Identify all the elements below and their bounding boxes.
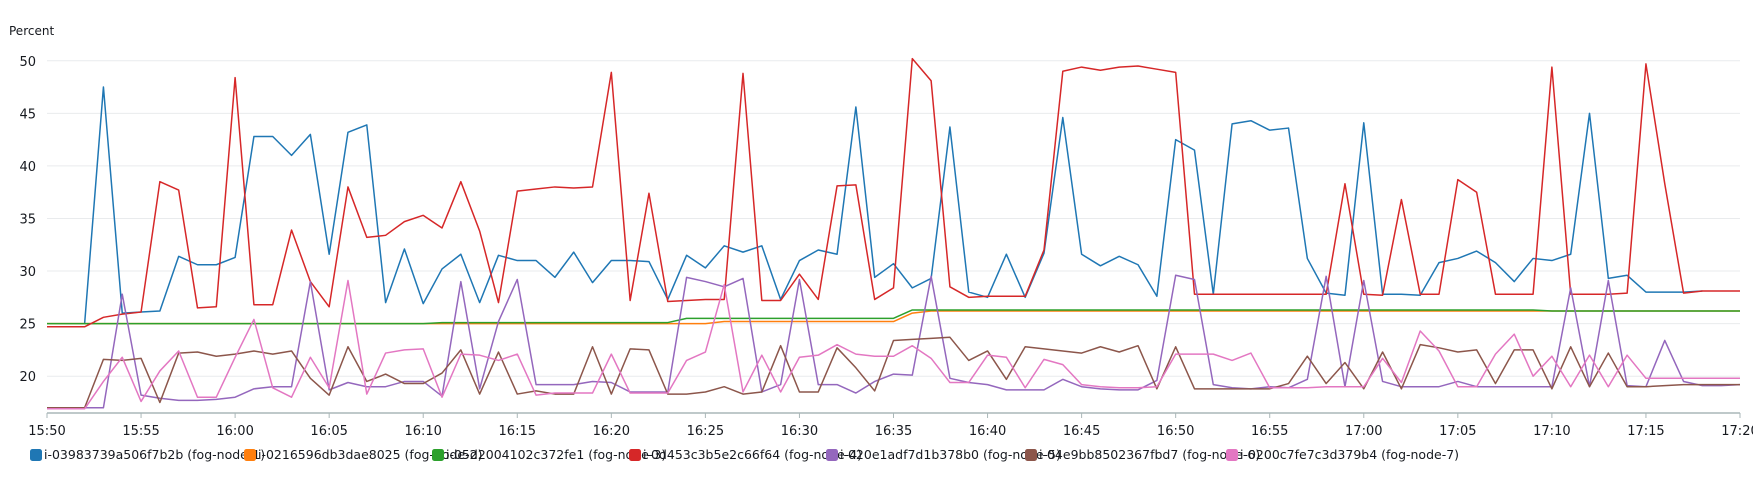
x-tick-label: 15:50: [28, 424, 65, 439]
legend-label: i-03983739a506f7b2b (fog-node-1): [44, 447, 265, 462]
y-tick-label: 45: [19, 107, 36, 122]
legend-swatch: [432, 449, 444, 461]
x-tick-label: 16:05: [310, 424, 347, 439]
legend-item-7[interactable]: i-0200c7fe7c3d379b4 (fog-node-7): [1226, 447, 1459, 462]
legend-swatch: [826, 449, 838, 461]
legend-item-6[interactable]: i-04e9bb8502367fbd7 (fog-node-6): [1025, 447, 1260, 462]
x-axis-ticks: 15:50 15:55 16:00 16:05 16:10 16:15 16:20 16:25…: [28, 413, 1753, 439]
legend-item-5[interactable]: i-020e1adf7d1b378b0 (fog-node-5): [826, 447, 1061, 462]
series-line-3[interactable]: [47, 309, 1740, 325]
series-lines: [47, 57, 1741, 410]
x-tick-label: 16:50: [1157, 424, 1194, 439]
legend-item-2[interactable]: i-0216596db3dae8025 (fog-node-2): [244, 447, 482, 462]
x-tick-label: 16:40: [969, 424, 1006, 439]
x-tick-label: 16:45: [1063, 424, 1100, 439]
y-tick-label: 20: [19, 370, 36, 385]
y-tick-label: 35: [19, 212, 36, 227]
legend-label: i-0d453c3b5e2c66f64 (fog-node-4): [643, 447, 862, 462]
legend-swatch: [244, 449, 256, 461]
y-axis-ticks: 20 25 30 35 40 45 50: [19, 55, 36, 385]
series-line-7[interactable]: [47, 279, 1740, 410]
legend-swatch: [1226, 449, 1238, 461]
legend-item-1[interactable]: i-03983739a506f7b2b (fog-node-1): [30, 447, 265, 462]
x-tick-label: 17:05: [1439, 424, 1476, 439]
legend-item-3[interactable]: i-05d2004102c372fe1 (fog-node-3): [432, 447, 666, 462]
x-tick-label: 16:10: [404, 424, 441, 439]
legend-label: i-05d2004102c372fe1 (fog-node-3): [446, 447, 666, 462]
legend-label: i-0200c7fe7c3d379b4 (fog-node-7): [1240, 447, 1459, 462]
y-tick-label: 30: [19, 265, 36, 280]
legend-swatch: [629, 449, 641, 461]
series-line-1[interactable]: [83, 86, 1703, 324]
series-line-6[interactable]: [47, 336, 1740, 409]
legend-item-4[interactable]: i-0d453c3b5e2c66f64 (fog-node-4): [629, 447, 862, 462]
legend-label: i-04e9bb8502367fbd7 (fog-node-6): [1039, 447, 1260, 462]
y-tick-label: 25: [19, 318, 36, 333]
legend: i-03983739a506f7b2b (fog-node-1)i-021659…: [30, 447, 1459, 462]
x-tick-label: 17:20: [1721, 424, 1753, 439]
legend-swatch: [1025, 449, 1037, 461]
x-tick-label: 17:15: [1627, 424, 1664, 439]
gridlines: [47, 60, 1740, 377]
x-tick-label: 16:30: [781, 424, 818, 439]
y-tick-label: 40: [19, 160, 36, 175]
legend-label: i-0216596db3dae8025 (fog-node-2): [258, 447, 482, 462]
y-tick-label: 50: [19, 55, 36, 70]
series-line-2[interactable]: [47, 310, 1740, 325]
x-tick-label: 16:55: [1251, 424, 1288, 439]
x-tick-label: 17:10: [1533, 424, 1570, 439]
series-line-4[interactable]: [47, 57, 1740, 328]
x-tick-label: 16:00: [216, 424, 253, 439]
x-tick-label: 16:35: [875, 424, 912, 439]
x-tick-label: 16:25: [687, 424, 724, 439]
series-line-5[interactable]: [47, 274, 1741, 409]
x-tick-label: 16:15: [499, 424, 536, 439]
y-axis-label: Percent: [9, 24, 54, 38]
x-tick-label: 17:00: [1345, 424, 1382, 439]
legend-swatch: [30, 449, 42, 461]
legend-label: i-020e1adf7d1b378b0 (fog-node-5): [840, 447, 1061, 462]
x-tick-label: 15:55: [122, 424, 159, 439]
x-tick-label: 16:20: [593, 424, 630, 439]
